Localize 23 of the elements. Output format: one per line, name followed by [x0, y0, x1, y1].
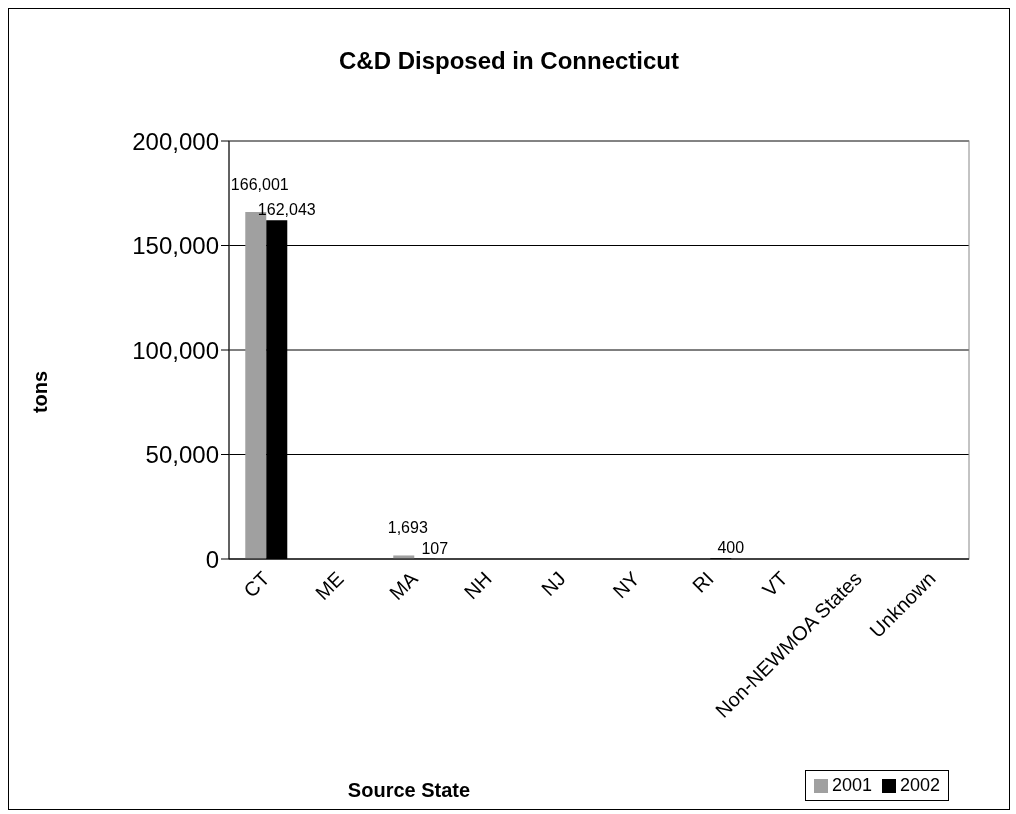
data-label: 166,001	[230, 176, 289, 194]
x-tick-label: MA	[385, 566, 423, 604]
y-tick-label: 100,000	[132, 336, 219, 364]
x-tick-label: CT	[239, 567, 274, 602]
x-tick-label: ME	[311, 567, 348, 604]
data-label: 162,043	[257, 201, 316, 219]
y-tick-label: 150,000	[132, 232, 219, 260]
y-tick-label: 0	[205, 545, 219, 573]
x-tick-label: NJ	[536, 567, 570, 601]
x-axis-title: Source State	[346, 779, 472, 802]
x-tick-label: VT	[758, 567, 792, 601]
legend-label: 2001	[831, 775, 872, 796]
y-tick-label: 50,000	[145, 441, 219, 469]
data-label: 1,693	[387, 519, 428, 537]
x-tick-label: NY	[608, 567, 644, 603]
y-tick-label: 200,000	[132, 127, 219, 155]
data-label: 400	[717, 539, 745, 557]
data-label: 107	[421, 539, 449, 557]
chart-title: C&D Disposed in Connecticut	[338, 47, 680, 75]
x-tick-label: NH	[459, 567, 496, 604]
x-tick-label: RI	[688, 567, 718, 597]
legend-label: 2002	[899, 775, 940, 796]
y-axis-title: tons	[29, 369, 52, 416]
